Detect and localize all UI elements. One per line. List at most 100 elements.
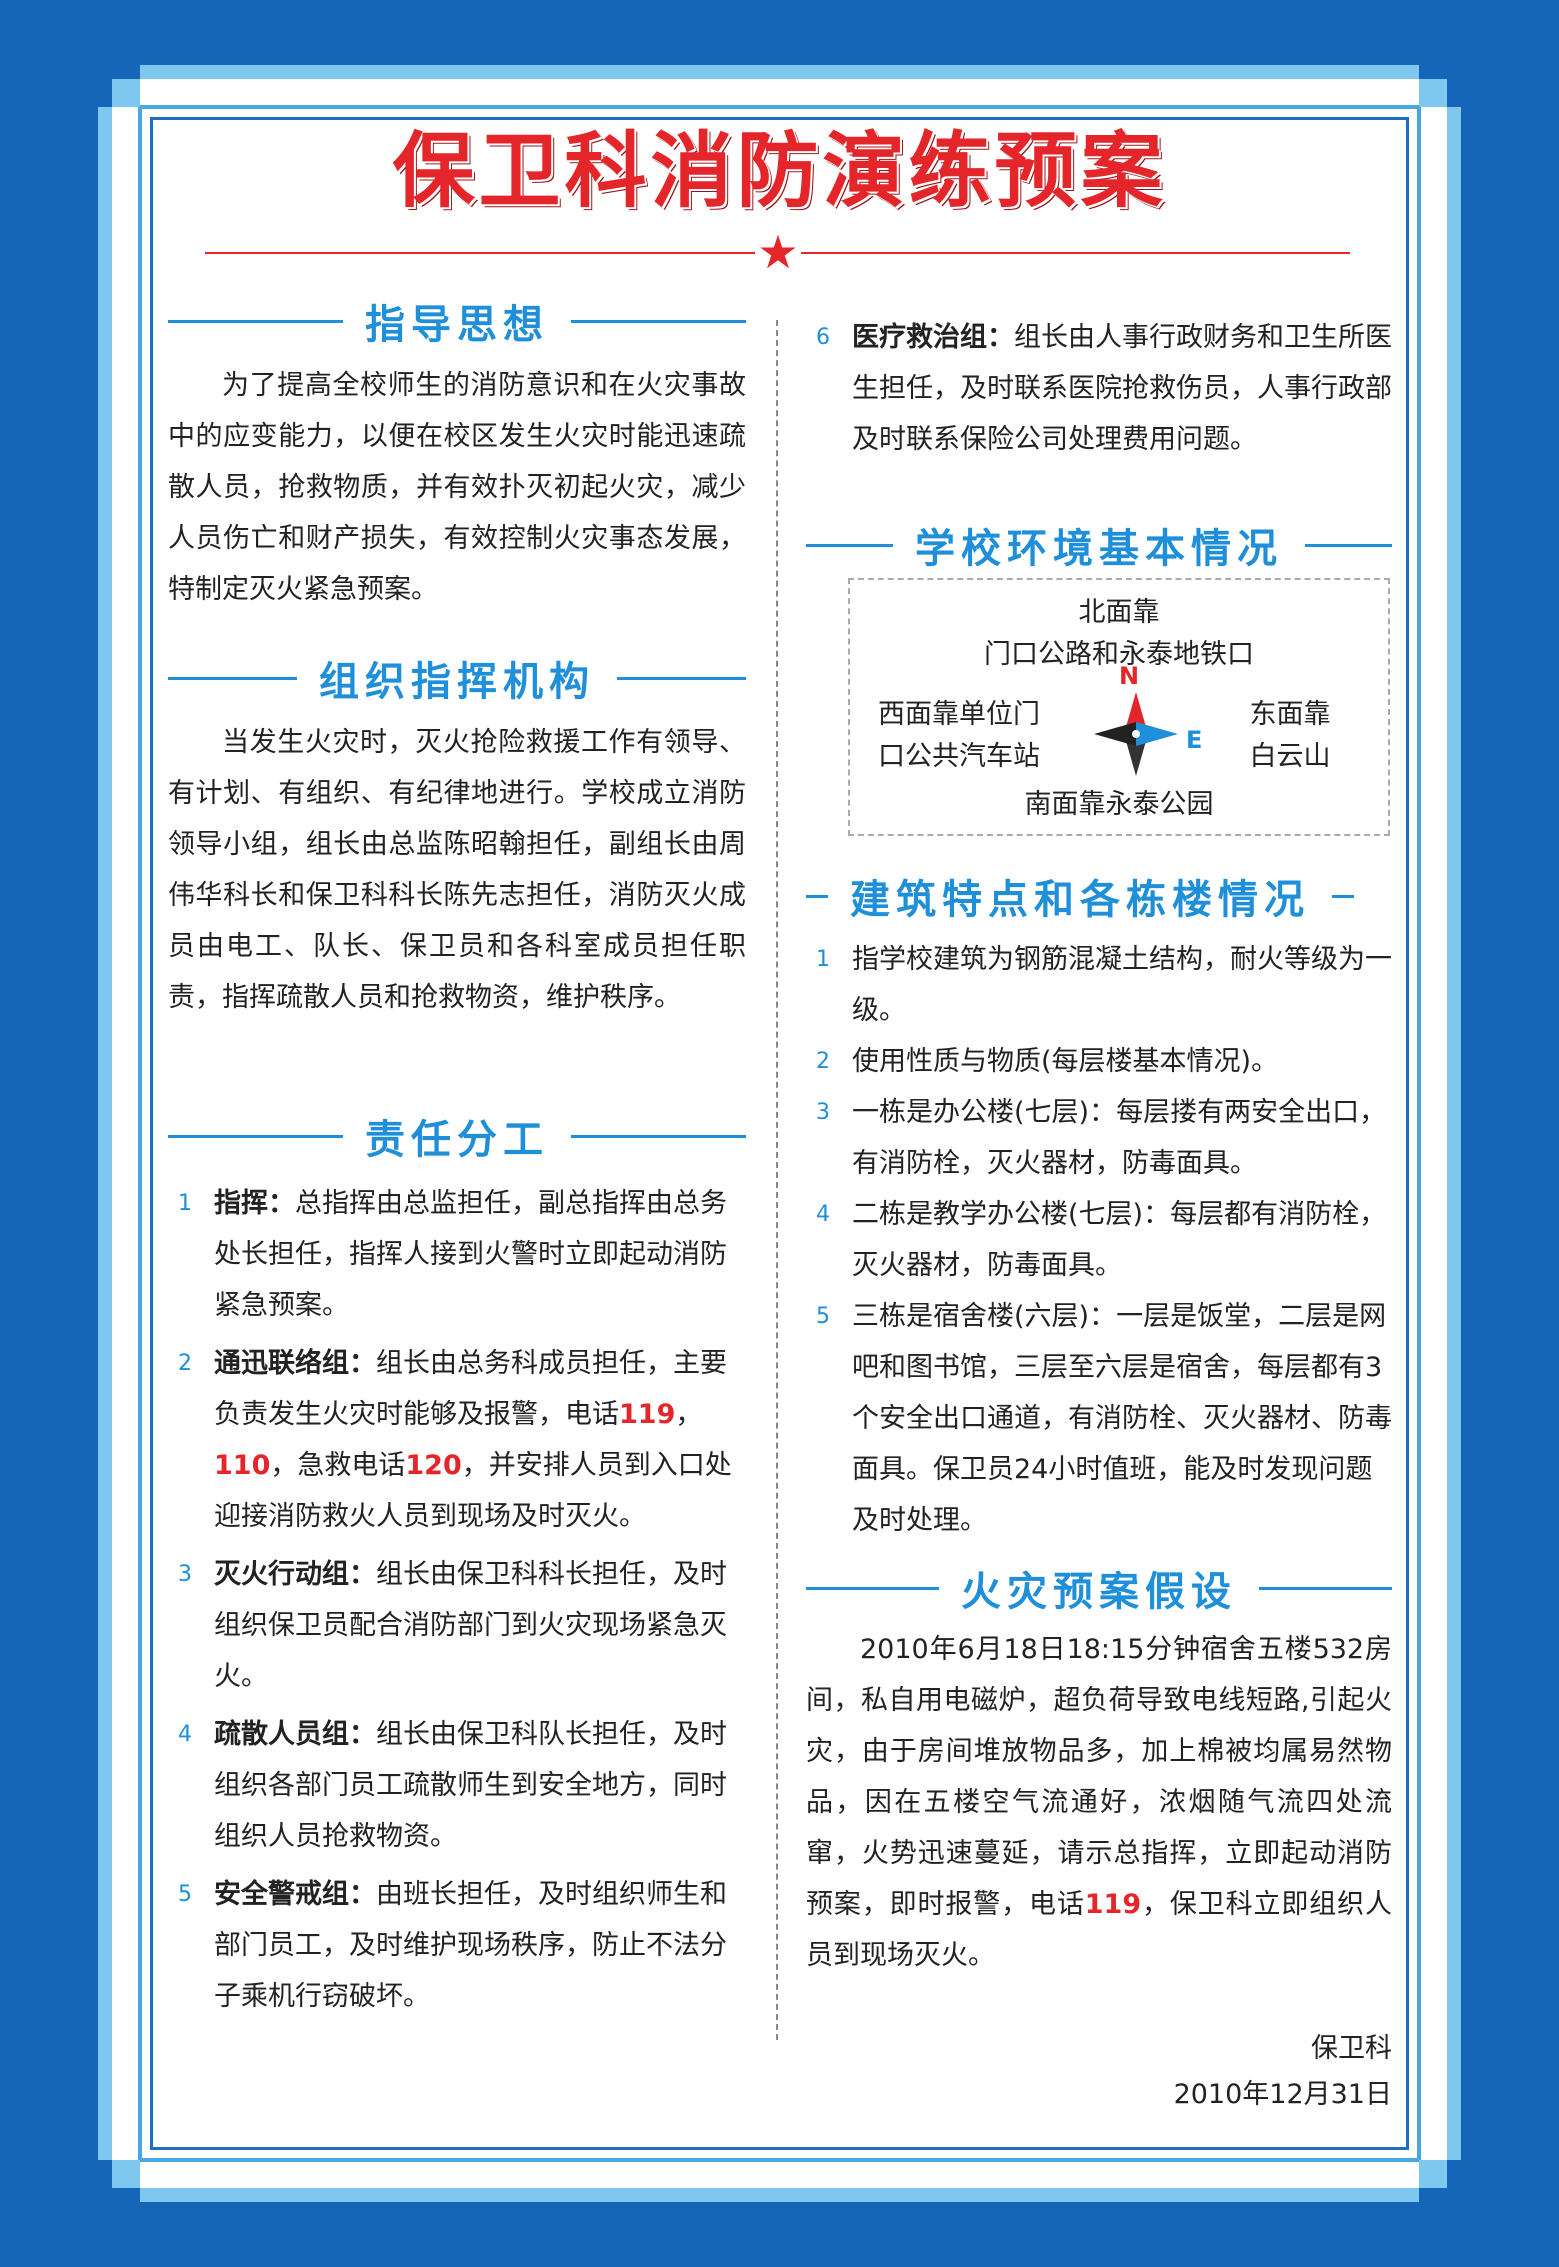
- corner-notch: [98, 65, 140, 107]
- frame-line: [138, 105, 1421, 2162]
- east-detail: 白云山: [1249, 741, 1331, 772]
- heading-rule: [1259, 1586, 1392, 1590]
- corner-notch: [1419, 2160, 1461, 2202]
- item-number: 4: [816, 1202, 830, 1227]
- compass-north-letter: N: [1119, 662, 1140, 690]
- list-item: 5 三栋是宿舍楼(六层)：一层是饭堂，二层是网吧和图书馆，三层至六层是宿舍，每层…: [806, 1291, 1392, 1546]
- item-text: 组长由人事行政财务和卫生所医生担任，及时联系医院抢救伤员，人事行政部及时联系保险…: [852, 322, 1392, 455]
- phone-number: 110: [214, 1450, 271, 1481]
- scenario-text: ，保卫科立即组织人员到现场灭火。: [806, 1889, 1392, 1971]
- item-text: 指学校建筑为钢筋混凝土结构，耐火等级为一级。: [852, 944, 1392, 1026]
- heading-text: 责任分工: [365, 1117, 549, 1163]
- section-heading-guiding: 指导思想: [168, 291, 746, 351]
- item-text: 一栋是办公楼(七层)：每层搂有两安全出口，有消防栓，灭火器材，防毒面具。: [852, 1097, 1387, 1179]
- heading-rule: [806, 543, 893, 547]
- item-number: 5: [816, 1304, 830, 1329]
- heading-rule: [806, 1586, 939, 1590]
- item-label: 安全警戒组：: [214, 1879, 376, 1910]
- item-label: 指挥：: [214, 1188, 295, 1219]
- east-label: 东面靠: [1249, 699, 1331, 730]
- item-number: 3: [816, 1100, 830, 1125]
- phone-number: 120: [405, 1450, 462, 1481]
- heading-text: 学校环境基本情况: [915, 526, 1283, 572]
- heading-rule: [1305, 543, 1392, 547]
- compass-icon: [1094, 692, 1178, 776]
- item-text: 三栋是宿舍楼(六层)：一层是饭堂，二层是网吧和图书馆，三层至六层是宿舍，每层都有…: [852, 1301, 1392, 1536]
- content-panel: [150, 117, 1409, 2150]
- column-divider: [776, 320, 778, 2040]
- heading-rule: [168, 676, 297, 680]
- item-text: 使用性质与物质(每层楼基本情况)。: [852, 1046, 1279, 1077]
- list-item: 4 疏散人员组：组长由保卫科队长担任，及时组织各部门员工疏散师生到安全地方，同时…: [168, 1709, 748, 1862]
- list-item: 6 医疗救治组：组长由人事行政财务和卫生所医生担任，及时联系医院抢救伤员，人事行…: [806, 312, 1392, 465]
- list-item: 5 安全警戒组：由班长担任，及时组织师生和部门员工，及时维护现场秩序，防止不法分…: [168, 1869, 748, 2022]
- heading-rule: [617, 676, 746, 680]
- location-map: 北面靠 门口公路和永泰地铁口 西面靠单位门 口公共汽车站 东面靠 白云山 南面靠…: [848, 578, 1390, 836]
- section-heading-duties: 责任分工: [168, 1106, 746, 1166]
- list-item: 3 一栋是办公楼(七层)：每层搂有两安全出口，有消防栓，灭火器材，防毒面具。: [806, 1087, 1392, 1189]
- list-item: 1 指学校建筑为钢筋混凝土结构，耐火等级为一级。: [806, 934, 1392, 1036]
- item-number: 2: [816, 1049, 830, 1074]
- item-text: 组长由总务科成员担任，主要负责发生火灾时能够及报警，电话: [214, 1348, 727, 1430]
- item-text: ，: [675, 1399, 703, 1430]
- heading-text: 组织指挥机构: [319, 659, 595, 705]
- heading-rule: [168, 1134, 343, 1138]
- signature-dept: 保卫科: [1311, 2033, 1392, 2064]
- item-text: 组长由保卫科科长担任，及时组织保卫员配合消防部门到火灾现场紧急灭火。: [214, 1559, 727, 1692]
- list-item: 3 灭火行动组：组长由保卫科科长担任，及时组织保卫员配合消防部门到火灾现场紧急灭…: [168, 1549, 748, 1702]
- duties-list-continued: 6 医疗救治组：组长由人事行政财务和卫生所医生担任，及时联系医院抢救伤员，人事行…: [806, 312, 1392, 465]
- item-label: 疏散人员组：: [214, 1719, 376, 1750]
- section-heading-organization: 组织指挥机构: [168, 648, 746, 708]
- item-text: 组长由保卫科队长担任，及时组织各部门员工疏散师生到安全地方，同时组织人员抢救物资…: [214, 1719, 727, 1852]
- item-number: 2: [178, 1351, 192, 1376]
- section-heading-buildings: 建筑特点和各栋楼情况: [806, 866, 1392, 926]
- heading-text: 建筑特点和各栋楼情况: [850, 877, 1310, 923]
- scenario-paragraph: 2010年6月18日18:15分钟宿舍五楼532房间，私自用电磁炉，超负荷导致电…: [806, 1624, 1392, 1981]
- item-number: 5: [178, 1882, 192, 1907]
- heading-rule: [571, 1134, 746, 1138]
- heading-text: 指导思想: [365, 302, 549, 348]
- buildings-list: 1 指学校建筑为钢筋混凝土结构，耐火等级为一级。 2 使用性质与物质(每层楼基本…: [806, 934, 1392, 1546]
- west-detail: 口公共汽车站: [878, 741, 1040, 772]
- section-heading-scenario: 火灾预案假设: [806, 1558, 1392, 1618]
- list-item: 1 指挥：总指挥由总监担任，副总指挥由总务处长担任，指挥人接到火警时立即起动消防…: [168, 1178, 748, 1331]
- item-label: 医疗救治组：: [852, 322, 1014, 353]
- list-item: 2 使用性质与物质(每层楼基本情况)。: [806, 1036, 1392, 1087]
- list-item: 4 二栋是教学办公楼(七层)：每层都有消防栓，灭火器材，防毒面具。: [806, 1189, 1392, 1291]
- item-number: 4: [178, 1722, 192, 1747]
- heading-rule: [571, 319, 746, 323]
- item-number: 1: [178, 1191, 192, 1216]
- north-detail: 门口公路和永泰地铁口: [984, 639, 1254, 670]
- item-number: 6: [816, 325, 830, 350]
- item-text: 由班长担任，及时组织师生和部门员工，及时维护现场秩序，防止不法分子乘机行窃破坏。: [214, 1879, 727, 2012]
- item-label: 通迅联络组：: [214, 1348, 376, 1379]
- west-label: 西面靠单位门: [878, 699, 1040, 730]
- page-title: 保卫科消防演练预案: [392, 124, 1167, 219]
- list-item: 2 通迅联络组：组长由总务科成员担任，主要负责发生火灾时能够及报警，电话119，…: [168, 1338, 748, 1542]
- item-number: 1: [816, 947, 830, 972]
- south-label: 南面靠永泰公园: [1024, 789, 1214, 820]
- item-label: 灭火行动组：: [214, 1559, 376, 1590]
- corner-notch: [98, 2160, 140, 2202]
- duties-list: 1 指挥：总指挥由总监担任，副总指挥由总务处长担任，指挥人接到火警时立即起动消防…: [168, 1178, 748, 2022]
- heading-rule: [1332, 894, 1354, 898]
- item-number: 3: [178, 1562, 192, 1587]
- section-heading-environment: 学校环境基本情况: [806, 515, 1392, 575]
- phone-number: 119: [1084, 1889, 1142, 1920]
- heading-rule: [168, 319, 343, 323]
- item-text: 二栋是教学办公楼(七层)：每层都有消防栓，灭火器材，防毒面具。: [852, 1199, 1387, 1281]
- organization-paragraph: 当发生火灾时，灭火抢险救援工作有领导、有计划、有组织、有纪律地进行。学校成立消防…: [168, 727, 746, 1013]
- heading-text: 火灾预案假设: [961, 1569, 1237, 1615]
- star-icon: ★: [755, 229, 801, 275]
- item-text: ，并安排人员到入口处迎接消防救火人员到现场及时灭火。: [214, 1450, 732, 1532]
- corner-notch: [1419, 65, 1461, 107]
- signature-date: 2010年12月31日: [1173, 2079, 1392, 2110]
- compass-east-letter: E: [1186, 726, 1203, 754]
- north-label: 北面靠: [1078, 597, 1160, 628]
- scenario-text: 2010年6月18日18:15分钟宿舍五楼532房间，私自用电磁炉，超负荷导致电…: [806, 1634, 1392, 1920]
- item-text: 总指挥由总监担任，副总指挥由总务处长担任，指挥人接到火警时立即起动消防紧急预案。: [214, 1188, 727, 1321]
- phone-number: 119: [619, 1399, 676, 1430]
- heading-rule: [806, 894, 828, 898]
- item-text: ，急救电话: [270, 1450, 406, 1481]
- guiding-paragraph: 为了提高全校师生的消防意识和在火灾事故中的应变能力，以便在校区发生火灾时能迅速疏…: [168, 370, 746, 605]
